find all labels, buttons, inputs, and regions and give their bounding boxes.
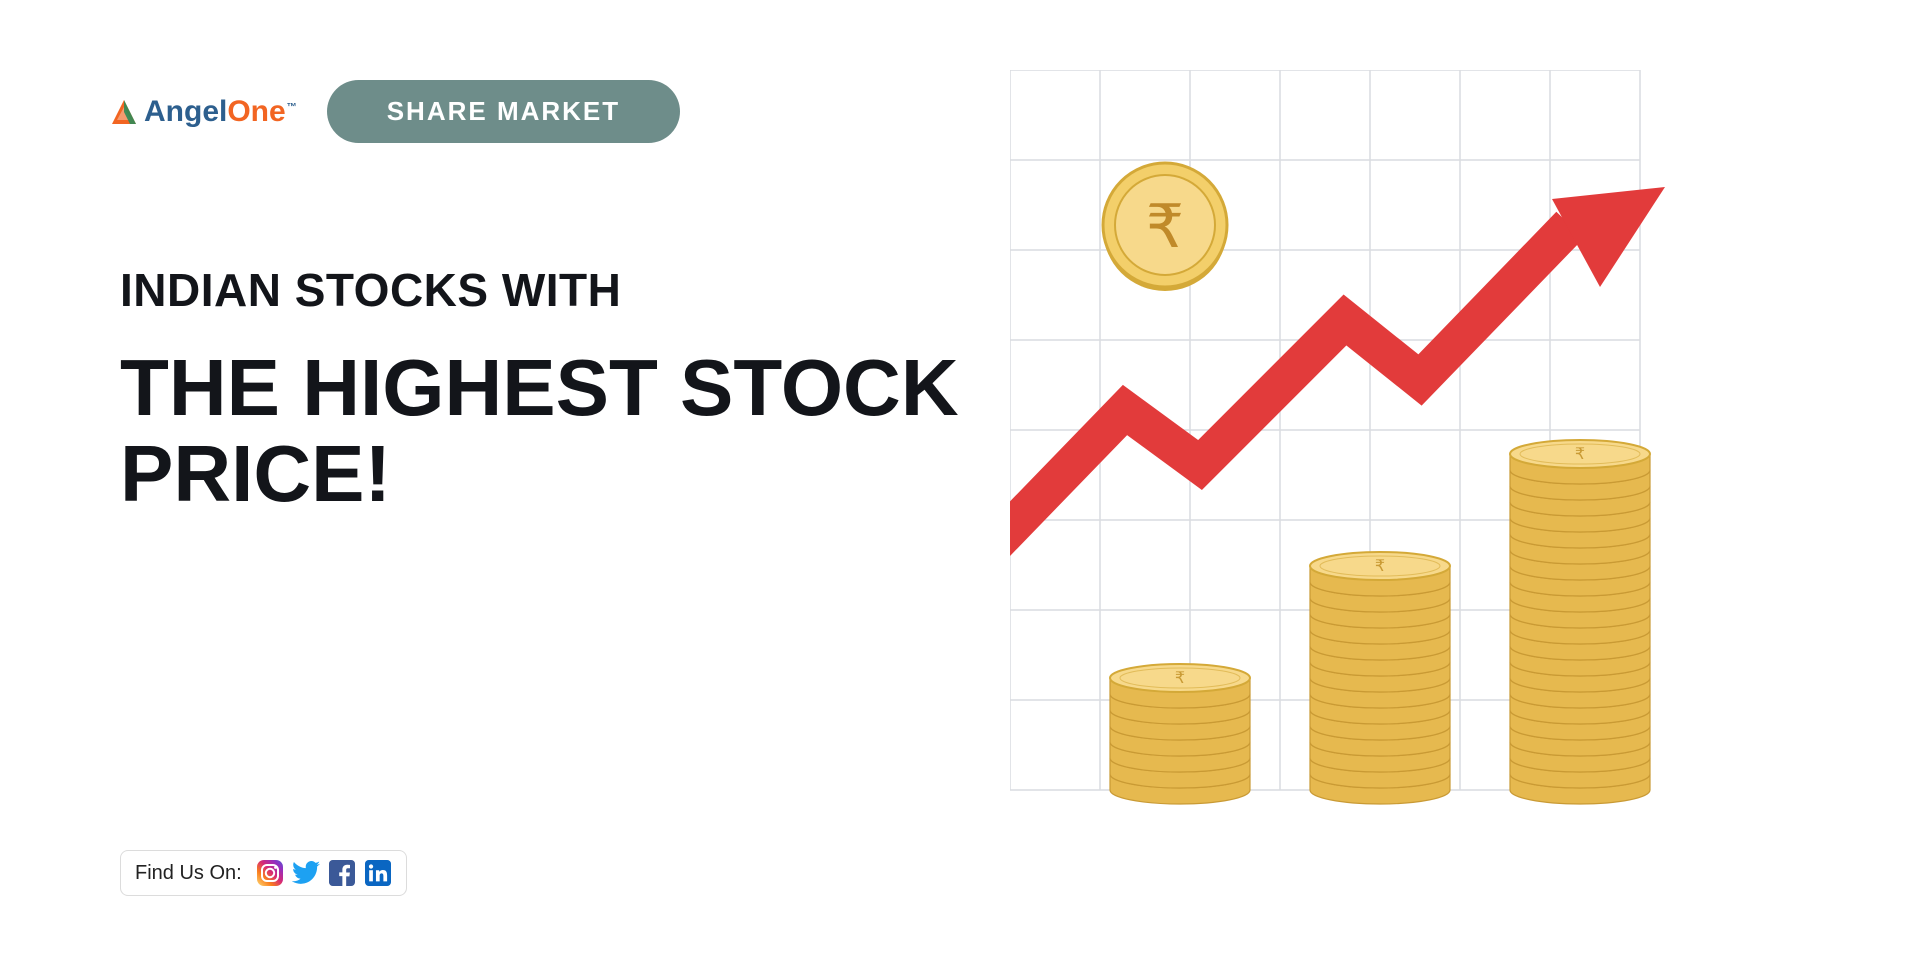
illustration: ₹ ₹ ₹ ₹ — [1010, 70, 1650, 790]
right-column: ₹ ₹ ₹ ₹ — [970, 80, 1820, 926]
facebook-icon[interactable] — [328, 859, 356, 887]
instagram-icon[interactable] — [256, 859, 284, 887]
header-row: AngelOne™ SHARE MARKET — [120, 80, 970, 143]
twitter-icon[interactable] — [292, 859, 320, 887]
social-icons — [256, 859, 392, 887]
social-row: Find Us On: — [120, 850, 407, 896]
logo-triangle-icon — [110, 98, 138, 126]
main-container: AngelOne™ SHARE MARKET INDIAN STOCKS WIT… — [0, 0, 1920, 966]
logo-tm: ™ — [287, 102, 297, 113]
left-column: AngelOne™ SHARE MARKET INDIAN STOCKS WIT… — [120, 80, 970, 926]
linkedin-icon[interactable] — [364, 859, 392, 887]
brand-logo: AngelOne™ — [110, 95, 297, 129]
svg-text:₹: ₹ — [1146, 193, 1184, 260]
svg-text:₹: ₹ — [1175, 670, 1185, 687]
heading-line-2: PRICE! — [120, 431, 970, 517]
illustration-svg: ₹ ₹ ₹ ₹ — [1010, 70, 1710, 810]
heading-line-1: THE HIGHEST STOCK — [120, 345, 970, 431]
logo-part2: One — [227, 95, 285, 128]
social-label: Find Us On: — [135, 862, 242, 885]
category-badge: SHARE MARKET — [327, 80, 680, 143]
svg-text:₹: ₹ — [1575, 446, 1585, 463]
svg-text:₹: ₹ — [1375, 558, 1385, 575]
logo-part1: Angel — [144, 95, 227, 128]
heading-pretitle: INDIAN STOCKS WITH — [120, 263, 970, 317]
heading-main: THE HIGHEST STOCK PRICE! — [120, 345, 970, 518]
logo-text: AngelOne™ — [144, 95, 297, 129]
